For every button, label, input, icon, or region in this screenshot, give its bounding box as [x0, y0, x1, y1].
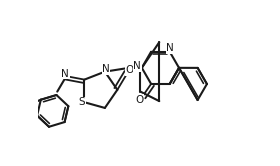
Text: N: N — [102, 64, 110, 74]
Text: O: O — [135, 95, 143, 105]
Text: N: N — [133, 61, 141, 71]
Text: N: N — [61, 69, 69, 79]
Text: N: N — [166, 43, 174, 53]
Text: S: S — [78, 97, 85, 107]
Text: O: O — [126, 65, 134, 75]
